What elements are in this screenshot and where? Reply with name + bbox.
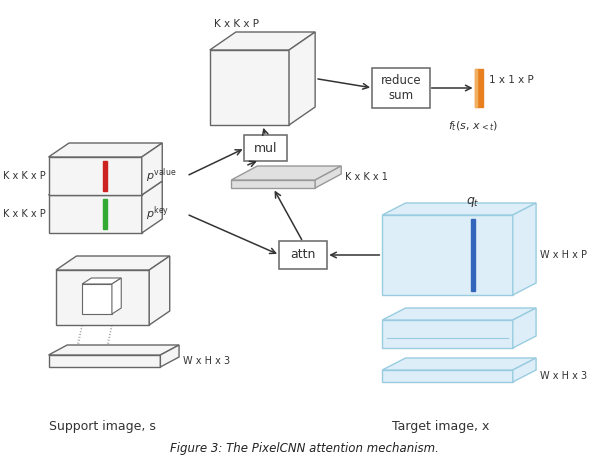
Polygon shape: [56, 256, 170, 270]
FancyBboxPatch shape: [279, 241, 327, 269]
Text: $q_t$: $q_t$: [466, 195, 479, 209]
Text: $p^{\mathrm{key}}$: $p^{\mathrm{key}}$: [146, 205, 170, 223]
Polygon shape: [82, 278, 121, 284]
Text: Figure 3: The PixelCNN attention mechanism.: Figure 3: The PixelCNN attention mechani…: [170, 442, 440, 455]
Polygon shape: [383, 358, 536, 370]
Polygon shape: [315, 166, 341, 188]
Bar: [103, 199, 108, 229]
Polygon shape: [231, 180, 315, 188]
Polygon shape: [82, 284, 112, 314]
Polygon shape: [56, 270, 149, 325]
Bar: [103, 161, 108, 191]
Polygon shape: [149, 256, 170, 325]
Text: K x K x P: K x K x P: [3, 171, 46, 181]
Text: attn: attn: [290, 248, 315, 261]
Polygon shape: [383, 370, 513, 382]
Polygon shape: [49, 195, 142, 233]
Polygon shape: [513, 358, 536, 382]
Text: W x H x 3: W x H x 3: [183, 356, 230, 366]
Polygon shape: [49, 355, 160, 367]
Text: mul: mul: [254, 142, 277, 155]
Text: W x H x P: W x H x P: [540, 250, 587, 260]
Polygon shape: [49, 143, 162, 157]
Polygon shape: [513, 203, 536, 295]
Polygon shape: [383, 203, 536, 215]
Text: K x K x 1: K x K x 1: [345, 172, 388, 182]
Polygon shape: [49, 345, 179, 355]
Polygon shape: [383, 215, 513, 295]
Polygon shape: [383, 320, 513, 348]
Polygon shape: [49, 181, 162, 195]
Bar: [471, 219, 475, 291]
Polygon shape: [142, 143, 162, 195]
Polygon shape: [49, 157, 142, 195]
Polygon shape: [231, 166, 341, 180]
Polygon shape: [383, 308, 536, 320]
Polygon shape: [210, 32, 315, 50]
Text: Support image, s: Support image, s: [49, 420, 156, 433]
Polygon shape: [210, 50, 289, 125]
Polygon shape: [513, 308, 536, 348]
Bar: [475, 69, 478, 107]
Text: $f_t(s,\, x_{<t})$: $f_t(s,\, x_{<t})$: [447, 119, 497, 133]
Text: α: α: [242, 144, 254, 162]
Text: W x H x 3: W x H x 3: [540, 371, 587, 381]
Polygon shape: [160, 345, 179, 367]
Text: 1 x 1 x P: 1 x 1 x P: [488, 75, 533, 85]
Text: reduce
sum: reduce sum: [381, 74, 421, 102]
Text: Target image, x: Target image, x: [391, 420, 489, 433]
Polygon shape: [112, 278, 121, 314]
Polygon shape: [142, 181, 162, 233]
Polygon shape: [289, 32, 315, 125]
Text: K x K x P: K x K x P: [3, 209, 46, 219]
Text: $p^{\mathrm{value}}$: $p^{\mathrm{value}}$: [146, 167, 177, 185]
Text: K x K x P: K x K x P: [213, 19, 258, 29]
FancyBboxPatch shape: [244, 135, 287, 161]
Bar: [475, 69, 483, 107]
FancyBboxPatch shape: [372, 68, 430, 108]
